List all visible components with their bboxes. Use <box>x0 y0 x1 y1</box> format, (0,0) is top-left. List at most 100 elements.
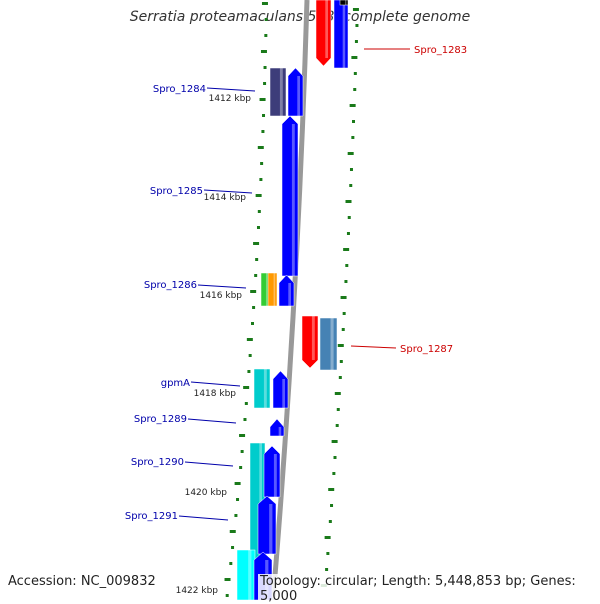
tick-mark <box>330 504 334 507</box>
leader-line <box>350 345 397 349</box>
tick-mark <box>325 568 329 571</box>
tick-mark <box>341 328 345 331</box>
gene-bottom-cyan <box>236 549 256 600</box>
label-leader-lines <box>178 48 410 521</box>
tick-mark <box>264 18 268 21</box>
gene-spro-1287-reverse-shade <box>311 316 315 360</box>
tick-mark <box>256 226 260 229</box>
gene-label[interactable]: Spro_1285 <box>150 186 203 197</box>
tick-mark <box>252 306 256 309</box>
tick-mark <box>225 594 229 597</box>
tick-mark <box>234 482 241 485</box>
gene-label[interactable]: Spro_1290 <box>131 457 184 468</box>
tick-mark <box>328 520 332 523</box>
gene-label[interactable]: gpmA <box>161 378 190 389</box>
tick-marks <box>224 2 359 597</box>
gene-gpma <box>272 370 289 409</box>
tick-mark <box>345 264 349 267</box>
tick-mark <box>257 210 261 213</box>
gene-label[interactable]: Spro_1291 <box>125 511 178 522</box>
gene-spro-1283-reverse <box>315 0 332 67</box>
gene-label[interactable]: Spro_1287 <box>400 344 453 355</box>
tick-mark <box>352 8 359 11</box>
tick-mark <box>339 360 343 363</box>
gene-spro-1286 <box>278 274 295 307</box>
tick-mark <box>353 88 357 91</box>
tick-mark <box>229 530 236 533</box>
kbp-label: 1420 kbp <box>185 488 228 498</box>
tick-mark <box>346 232 350 235</box>
gene-spro-1290 <box>263 445 281 498</box>
tick-mark <box>264 34 268 37</box>
tick-mark <box>347 216 351 219</box>
gene-spro-1286-shade <box>288 283 291 306</box>
gene-spro-1285-shade <box>291 124 295 276</box>
tick-mark <box>255 194 262 197</box>
tick-mark <box>240 450 244 453</box>
tick-mark <box>343 248 350 251</box>
gene-spro-1284 <box>287 67 304 117</box>
tick-mark <box>344 280 348 283</box>
tick-mark <box>259 178 263 181</box>
tick-mark <box>326 552 330 555</box>
tick-mark <box>239 466 243 469</box>
kbp-label: 1412 kbp <box>209 94 252 104</box>
kbp-labels: 1412 kbp 1414 kbp 1416 kbp 1418 kbp 1420 kbp… <box>176 94 252 596</box>
gene-gpma-shade <box>282 379 285 408</box>
kbp-label: 1414 kbp <box>204 193 247 203</box>
tick-mark <box>333 456 337 459</box>
tick-mark <box>335 424 339 427</box>
gene-spro-1284-shade <box>297 76 300 116</box>
tick-mark <box>331 440 338 443</box>
tick-mark <box>250 322 254 325</box>
gene-spro-1287 <box>319 317 338 371</box>
gene-label[interactable]: Spro_1283 <box>414 45 467 56</box>
tick-mark <box>334 392 341 395</box>
gene-spro-1289-shade <box>278 427 282 436</box>
tick-mark <box>349 168 353 171</box>
tick-mark <box>260 162 264 165</box>
gene-gpma-cyan-shade <box>263 369 267 408</box>
tick-mark <box>224 578 231 581</box>
gene-label[interactable]: Spro_1284 <box>153 84 206 95</box>
tick-mark <box>259 98 266 101</box>
tick-mark <box>352 120 356 123</box>
gene-gpma-cyan <box>253 368 271 409</box>
gene-label[interactable]: Spro_1286 <box>144 280 197 291</box>
leader-line <box>178 515 229 521</box>
leader-line <box>190 381 241 387</box>
tick-mark <box>255 258 259 261</box>
tick-mark <box>260 50 267 53</box>
leader-line <box>206 87 256 92</box>
leader-line <box>203 189 253 194</box>
tick-mark <box>340 296 347 299</box>
leader-line <box>184 461 234 467</box>
gene-spro-1290-shade <box>273 454 277 497</box>
accession-label: Accession: NC_009832 <box>8 574 156 589</box>
tick-mark <box>354 40 358 43</box>
tick-mark <box>262 114 266 117</box>
tick-mark <box>345 200 352 203</box>
tick-mark <box>257 146 264 149</box>
gene-bottom-cyan-shade <box>248 550 252 600</box>
gene-spro-1284-navy-shade <box>279 68 283 116</box>
leader-line <box>187 418 237 424</box>
gene-spro-1286-orange-shade <box>273 273 276 306</box>
tick-mark <box>338 376 342 379</box>
tick-mark <box>351 56 358 59</box>
gene-label[interactable]: Spro_1289 <box>134 414 187 425</box>
kbp-label: 1416 kbp <box>200 291 243 301</box>
gene-spro-1283-reverse-shade <box>325 0 328 58</box>
tick-mark <box>261 2 268 5</box>
tick-mark <box>347 152 354 155</box>
tick-mark <box>349 104 356 107</box>
kbp-label: 1422 kbp <box>176 586 219 596</box>
gene-top-forward-shade <box>342 0 346 68</box>
gene-features <box>236 0 349 600</box>
tick-mark <box>332 472 336 475</box>
tick-mark <box>337 344 344 347</box>
tick-mark <box>234 514 238 517</box>
gene-spro-1291-shade <box>269 504 273 554</box>
gene-spro-1289 <box>269 418 285 437</box>
